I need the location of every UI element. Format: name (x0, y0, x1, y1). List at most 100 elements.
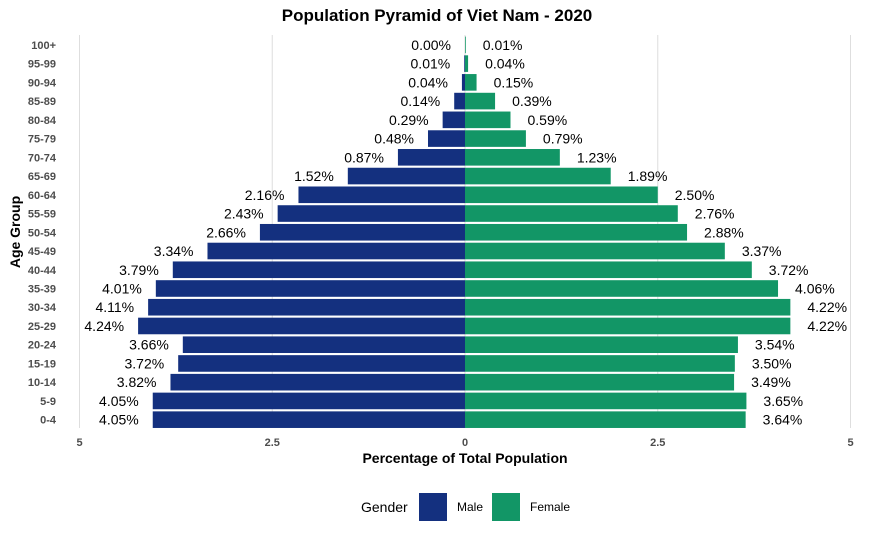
bar-male (207, 242, 465, 260)
data-label-male: 0.29% (389, 112, 429, 128)
bar-male (427, 130, 465, 147)
bar-male (461, 74, 465, 91)
data-label-female: 3.64% (763, 412, 803, 428)
legend-swatch-male (419, 493, 447, 521)
bar-male (152, 411, 465, 428)
data-label-female: 3.72% (769, 262, 809, 278)
data-label-female: 3.54% (755, 337, 795, 353)
data-label-male: 3.79% (119, 262, 159, 278)
bar-male (148, 298, 465, 316)
x-tick-label: 0 (462, 437, 468, 449)
data-label-female: 4.06% (795, 280, 835, 296)
bar-female (465, 149, 560, 166)
data-label-female: 0.79% (543, 131, 583, 147)
bar-female (465, 186, 658, 204)
data-labels: 4.05% 3.64% 4.05% 3.65% 3.82% 3.49% 3.72% 3.50%… (84, 37, 847, 428)
x-tick-label: 2.5 (650, 437, 665, 449)
y-tick-label: 95-99 (28, 59, 56, 71)
data-label-male: 3.34% (154, 243, 194, 259)
y-tick-label: 65-69 (28, 171, 56, 183)
data-label-male: 1.52% (294, 168, 334, 184)
bar-female (465, 392, 747, 410)
y-tick-label: 0-4 (40, 415, 57, 427)
y-tick-label: 90-94 (28, 77, 57, 89)
bar-male (298, 186, 465, 204)
x-tick-label: 5 (76, 437, 82, 449)
data-label-male: 4.01% (102, 280, 142, 296)
data-label-female: 3.65% (763, 393, 803, 409)
data-label-female: 2.50% (675, 187, 715, 203)
data-label-male: 3.82% (117, 374, 157, 390)
bar-female (465, 355, 735, 372)
bar-female (465, 74, 477, 91)
y-tick-label: 75-79 (28, 134, 56, 146)
bar-male (277, 205, 465, 222)
bar-male (182, 336, 465, 354)
bar-male (178, 355, 466, 372)
y-axis-title: Age Group (7, 196, 23, 268)
bar-female (465, 130, 526, 147)
data-label-male: 2.43% (224, 206, 264, 222)
y-tick-label: 45-49 (28, 246, 56, 258)
data-label-female: 1.89% (628, 168, 668, 184)
data-label-male: 4.05% (99, 412, 139, 428)
data-label-male: 4.24% (84, 318, 124, 334)
bar-male (172, 261, 465, 279)
data-label-female: 0.59% (527, 112, 567, 128)
bar-male (259, 223, 465, 241)
y-tick-label: 60-64 (28, 190, 57, 202)
y-tick-label: 40-44 (28, 265, 57, 277)
data-label-female: 3.37% (742, 243, 782, 259)
bar-male (464, 55, 465, 72)
data-label-female: 4.22% (807, 318, 847, 334)
data-label-male: 3.72% (124, 355, 164, 371)
bars (138, 36, 791, 428)
bar-female (465, 373, 735, 391)
bar-male (155, 280, 466, 297)
bar-female (465, 298, 791, 316)
y-tick-label: 5-9 (40, 396, 56, 408)
data-label-female: 0.15% (494, 74, 534, 90)
data-label-female: 0.04% (485, 56, 525, 72)
bar-male (170, 373, 465, 391)
y-tick-label: 85-89 (28, 96, 56, 108)
bar-female (465, 55, 469, 72)
bar-female (465, 261, 752, 279)
legend-swatch-female (492, 493, 520, 521)
y-tick-label: 25-29 (28, 321, 56, 333)
bar-female (465, 242, 725, 260)
y-tick-label: 50-54 (28, 227, 57, 239)
legend-label-male: Male (457, 500, 483, 514)
data-label-male: 4.05% (99, 393, 139, 409)
bar-female (465, 205, 678, 222)
bar-female (465, 280, 779, 297)
x-axis-tick-labels: 5 2.5 0 2.5 5 (76, 437, 853, 449)
y-tick-label: 35-39 (28, 283, 56, 295)
data-label-male: 3.66% (129, 337, 169, 353)
bar-male (397, 149, 465, 166)
legend: Gender Male Female (361, 493, 570, 521)
y-tick-label: 80-84 (28, 115, 57, 127)
data-label-male: 0.14% (401, 93, 441, 109)
y-tick-label: 10-14 (28, 377, 57, 389)
x-tick-label: 2.5 (265, 437, 280, 449)
bar-male (152, 392, 465, 410)
bar-male (347, 167, 465, 185)
data-label-female: 1.23% (577, 149, 617, 165)
data-label-female: 3.49% (751, 374, 791, 390)
bar-female (465, 317, 791, 335)
data-label-female: 2.88% (704, 224, 744, 240)
data-label-male: 2.66% (206, 224, 246, 240)
data-label-female: 0.01% (483, 37, 523, 53)
bar-male (454, 92, 465, 110)
bar-female (465, 411, 746, 428)
data-label-male: 0.04% (408, 74, 448, 90)
data-label-male: 0.00% (411, 37, 451, 53)
data-label-female: 2.76% (695, 206, 735, 222)
y-tick-label: 55-59 (28, 209, 56, 221)
data-label-male: 4.11% (95, 299, 134, 315)
y-tick-label: 30-34 (28, 302, 57, 314)
y-tick-label: 100+ (31, 40, 56, 52)
bar-female (465, 36, 466, 54)
